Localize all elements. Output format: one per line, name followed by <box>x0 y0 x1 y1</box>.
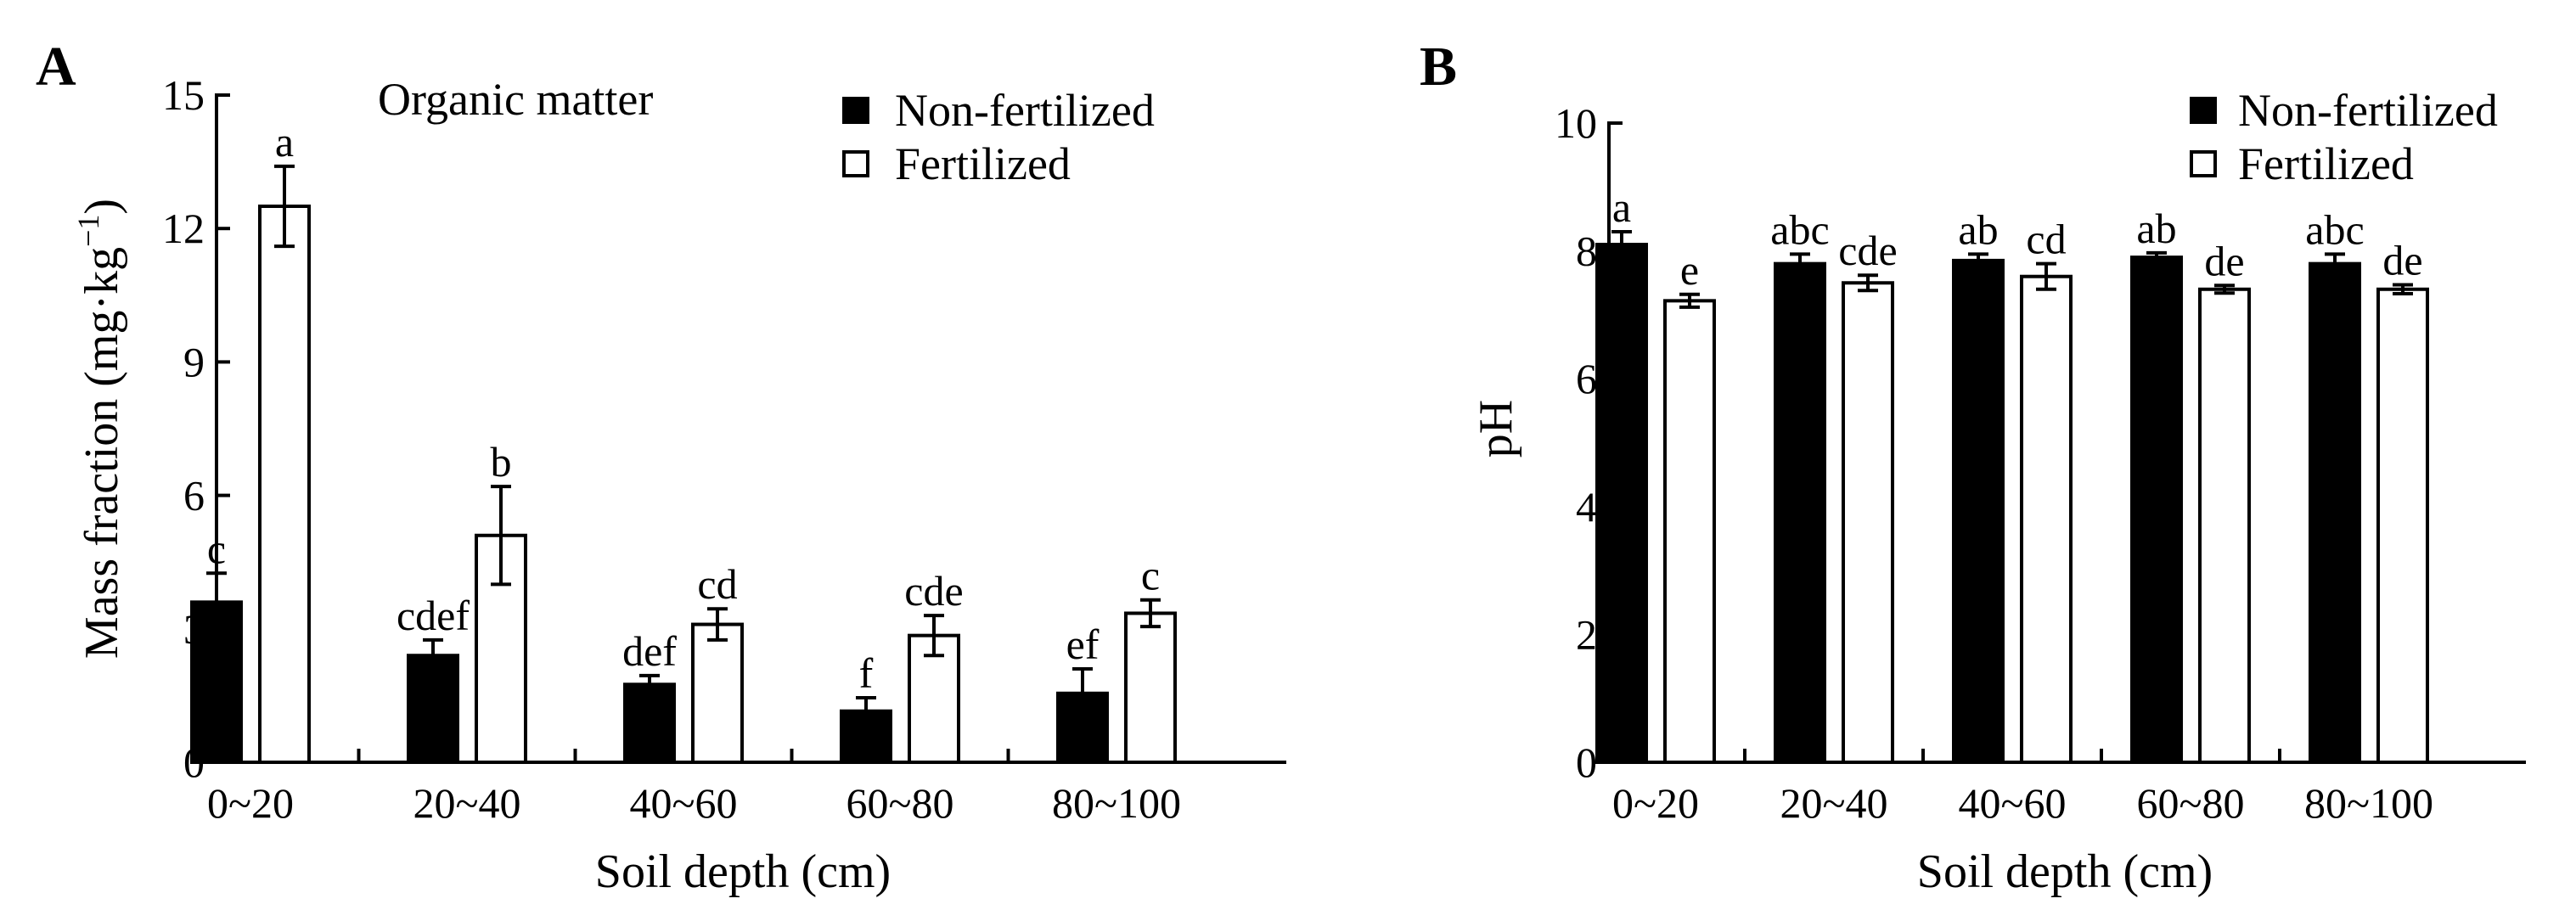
legend-swatch-non-fertilized <box>2190 97 2217 124</box>
bar-fertilized <box>2198 287 2251 764</box>
y-axis-title-superscript: −1 <box>71 215 105 247</box>
significance-label: e <box>1680 246 1699 294</box>
significance-label: abc <box>1770 205 1829 253</box>
bar-non-fertilized <box>1952 258 2005 764</box>
x-tick-label: 40~60 <box>629 779 737 827</box>
legend-swatch-fertilized <box>2190 150 2217 177</box>
bar-non-fertilized <box>2130 256 2183 764</box>
y-tick-label: 4 <box>1576 483 1597 531</box>
significance-label: c <box>207 525 226 572</box>
y-tick-label: 9 <box>183 338 205 385</box>
bar-fertilized <box>691 622 744 764</box>
panel-a: A03691215ca0~20cdefb20~40defcd40~60fcde6… <box>36 36 1286 898</box>
significance-label: f <box>859 649 874 697</box>
significance-label: cd <box>2026 216 2066 263</box>
y-tick-label: 2 <box>1576 610 1597 658</box>
legend-label: Fertilized <box>895 138 1071 189</box>
bar-fertilized <box>2020 274 2073 765</box>
y-tick-label: 0 <box>1576 738 1597 786</box>
significance-label: cde <box>904 567 963 615</box>
significance-label: b <box>491 438 512 486</box>
significance-label: de <box>2382 237 2422 284</box>
bar-fertilized <box>2376 287 2429 764</box>
bar-fertilized <box>258 205 311 764</box>
significance-label: ab <box>2136 205 2176 252</box>
y-axis-title: pH <box>1470 400 1522 458</box>
legend-label: Non-fertilized <box>2238 85 2498 136</box>
panel-label: A <box>36 36 76 98</box>
bar-non-fertilized <box>1774 261 1826 765</box>
significance-label: def <box>622 627 677 675</box>
x-tick-label: 60~80 <box>2136 779 2244 827</box>
x-tick-label: 60~80 <box>846 779 953 827</box>
y-axis-title-main: pH <box>1470 400 1522 458</box>
x-tick-label: 80~100 <box>1052 779 1181 827</box>
x-tick-label: 0~20 <box>1612 779 1699 827</box>
x-tick-label: 40~60 <box>1958 779 2066 827</box>
y-axis-title: Mass fraction (mg·kg−1) <box>71 199 128 659</box>
bar-fertilized <box>1842 281 1894 764</box>
x-axis-title: Soil depth (cm) <box>595 845 891 898</box>
legend-label: Fertilized <box>2238 138 2414 189</box>
legend-swatch-non-fertilized <box>842 97 869 124</box>
significance-label: de <box>2204 237 2244 284</box>
y-tick-label: 8 <box>1576 227 1597 275</box>
x-tick-label: 0~20 <box>207 779 294 827</box>
legend-swatch-fertilized <box>842 150 869 177</box>
bar-fertilized <box>1663 299 1716 765</box>
significance-label: ab <box>1958 205 1998 253</box>
significance-label: cdef <box>397 592 470 639</box>
bar-fertilized <box>1124 611 1177 765</box>
y-tick-label: 6 <box>1576 355 1597 402</box>
chart-annotation: Organic matter <box>378 74 653 125</box>
significance-label: a <box>275 118 294 166</box>
significance-label: c <box>1141 552 1160 599</box>
panel-label: B <box>1420 36 1457 98</box>
y-tick-label: 10 <box>1555 99 1597 147</box>
significance-label: cd <box>697 560 737 608</box>
bar-non-fertilized <box>623 682 676 764</box>
bar-non-fertilized <box>2309 261 2361 765</box>
x-tick-label: 20~40 <box>1780 779 1887 827</box>
significance-label: ef <box>1066 621 1100 668</box>
bar-non-fertilized <box>407 654 459 764</box>
significance-label: abc <box>2305 205 2364 253</box>
bar-non-fertilized <box>840 709 892 764</box>
x-tick-label: 20~40 <box>413 779 520 827</box>
x-tick-label: 80~100 <box>2304 779 2433 827</box>
significance-label: a <box>1612 183 1631 231</box>
significance-label: cde <box>1838 227 1897 274</box>
y-tick-label: 6 <box>183 472 205 519</box>
y-axis-title-close: ) <box>76 199 128 215</box>
bar-non-fertilized <box>1595 243 1648 764</box>
x-axis-title: Soil depth (cm) <box>1917 845 2213 898</box>
y-tick-label: 12 <box>162 205 205 252</box>
y-tick-label: 15 <box>162 71 205 119</box>
y-axis-title-main: Mass fraction (mg·kg <box>76 247 128 659</box>
legend-label: Non-fertilized <box>895 85 1155 136</box>
